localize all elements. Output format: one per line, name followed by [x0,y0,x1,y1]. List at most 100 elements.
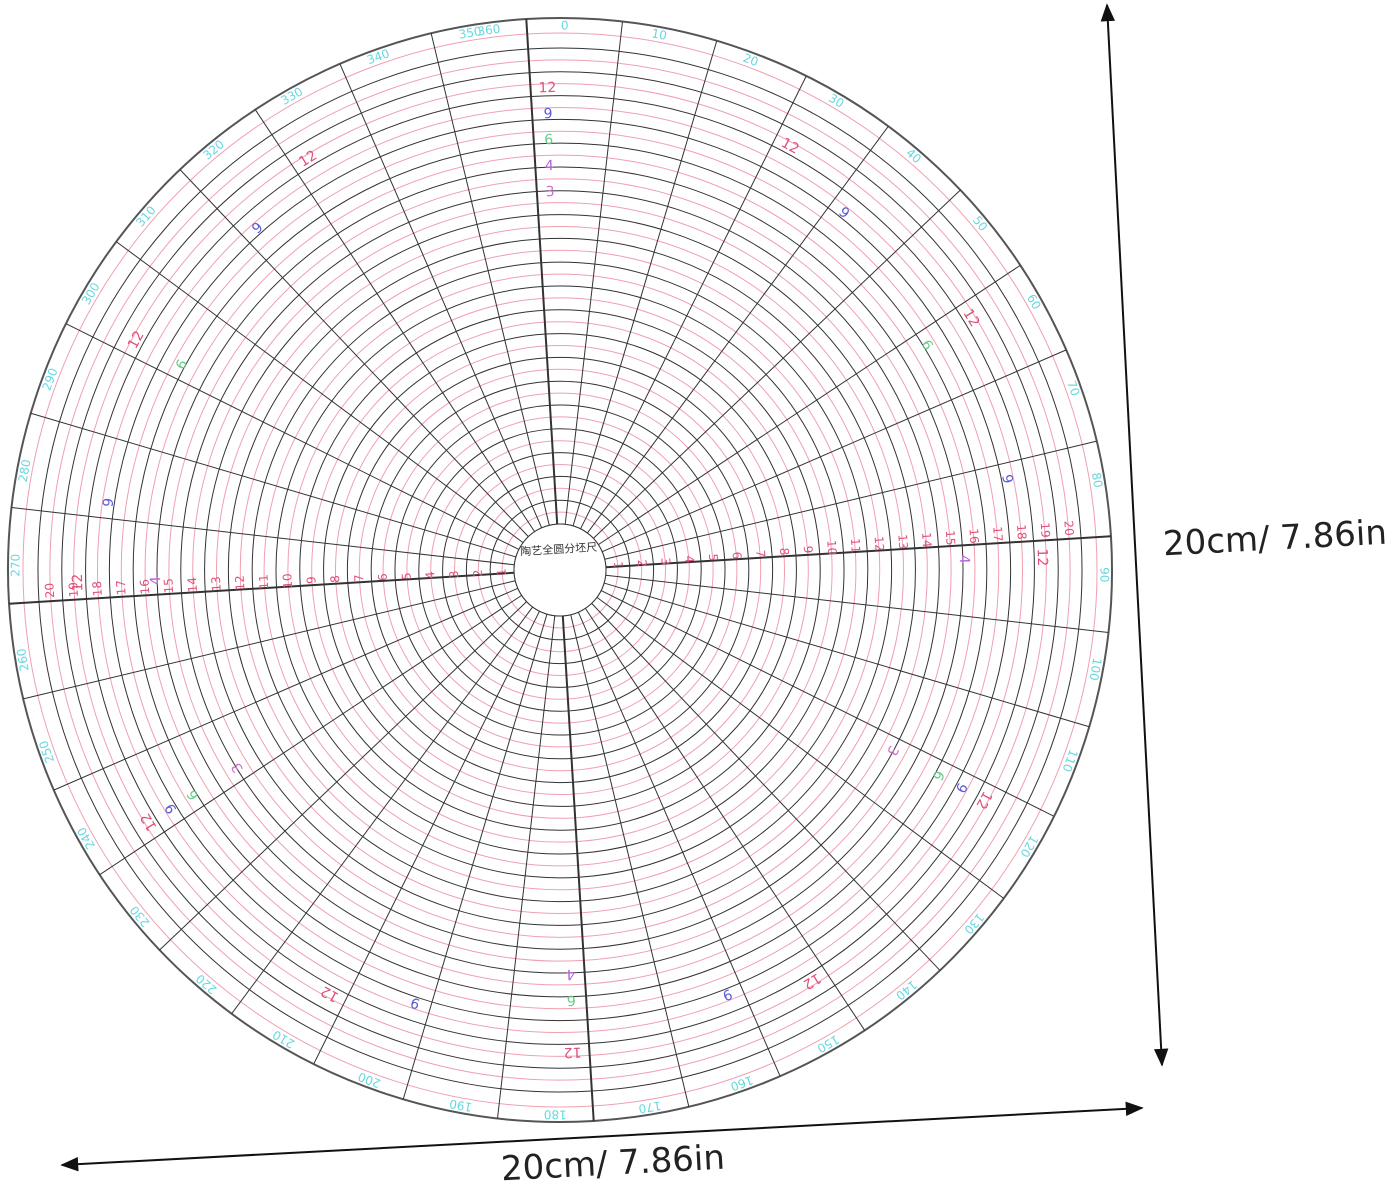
radius-label: 18 [1014,524,1029,540]
degree-label: 130 [961,910,987,937]
division-label: 12 [778,135,801,158]
radius-label: 2 [471,569,485,577]
radial-line [570,614,690,1107]
division-label: 6 [567,992,576,1008]
division-label: 12 [959,306,982,330]
radius-label: 3 [658,557,672,565]
radius-label: 7 [753,549,767,557]
degree-label: 10 [650,26,668,43]
radial-line [598,264,1021,546]
degree-label: 50 [970,213,991,234]
degree-label: 270 [8,554,22,577]
radial-line [497,615,556,1119]
division-label: 4 [956,555,972,564]
radial-line [600,590,1055,817]
radius-label: 5 [706,553,720,561]
radial-line [525,18,559,525]
degree-label: 110 [1059,748,1080,774]
radius-label: 6 [730,551,744,559]
division-label: 12 [125,328,148,351]
radius-label: 12 [233,575,248,591]
radius-label: 15 [943,530,958,546]
radius-label: 10 [824,540,839,556]
radial-line [179,169,529,537]
division-label: 9 [162,800,180,816]
division-label: 12 [563,1044,581,1060]
radial-line [586,125,889,534]
degree-label: 200 [356,1069,382,1090]
degree-label: 60 [1024,292,1044,312]
division-label: 9 [409,993,423,1011]
radius-label: 13 [895,534,910,550]
radial-line [11,507,515,566]
radius-label: 18 [90,581,105,597]
radius-label: 2 [635,559,649,567]
division-label: 9 [100,497,117,508]
center-hole [513,523,607,617]
radius-label: 10 [280,573,295,589]
degree-label: 30 [826,91,846,111]
radial-line [231,606,534,1015]
degree-label: 260 [14,647,32,672]
degree-label: 140 [893,977,920,1002]
radial-line [30,412,517,558]
degree-label: 310 [133,203,159,230]
degree-label: 350 [458,24,483,42]
radial-line [605,574,1109,633]
radius-label: 16 [967,528,982,544]
division-label: 12 [972,788,995,811]
radius-label: 20 [42,582,57,598]
radial-line [254,109,536,532]
height-arrow [1100,3,1169,1067]
center-label: 陶艺全圆分坯尺 [520,540,598,559]
division-label: 9 [720,985,734,1003]
radial-line [593,189,961,539]
radial-line [603,582,1090,728]
degree-label: 360 [477,22,502,39]
radial-line [605,535,1112,569]
degree-label: 230 [127,903,152,930]
radius-label: 8 [777,547,791,555]
division-label: 9 [543,106,552,122]
division-label: 4 [545,158,554,174]
radius-label: 17 [990,526,1005,542]
radius-label: 9 [801,545,815,553]
division-label: 12 [538,80,556,96]
radial-line [591,603,941,971]
degree-label: 70 [1064,379,1082,398]
division-label: 3 [883,743,901,758]
radial-line [577,611,781,1077]
radius-label: 15 [161,578,176,594]
radial-line [572,40,718,527]
division-label: 12 [70,573,86,591]
degree-label: 220 [193,971,220,997]
radial-line [584,608,866,1031]
division-label: 9 [249,220,266,238]
degree-label: 20 [741,51,760,69]
degree-label: 80 [1089,471,1105,488]
width-label: 20cm/ 7.86in [500,1138,726,1189]
radial-line [561,615,595,1122]
radius-label: 17 [114,580,129,596]
radial-line [564,21,623,525]
width-arrow [60,1101,1144,1172]
radius-label: 9 [304,576,318,584]
radial-line [99,594,522,876]
radius-label: 5 [399,572,413,580]
division-label: 12 [318,982,341,1005]
radius-label: 12 [872,536,887,552]
radial-line [115,241,524,544]
radial-line [402,613,548,1100]
radius-label: 7 [352,574,366,582]
division-label: 4 [566,966,575,982]
division-label: 3 [229,760,247,776]
division-label: 3 [545,184,554,200]
degree-label: 100 [1086,657,1104,682]
radius-label: 11 [256,574,271,590]
radius-label: 14 [919,532,934,548]
division-label: 12 [800,969,824,992]
radial-line [313,610,540,1065]
radius-label: 1 [611,561,625,569]
